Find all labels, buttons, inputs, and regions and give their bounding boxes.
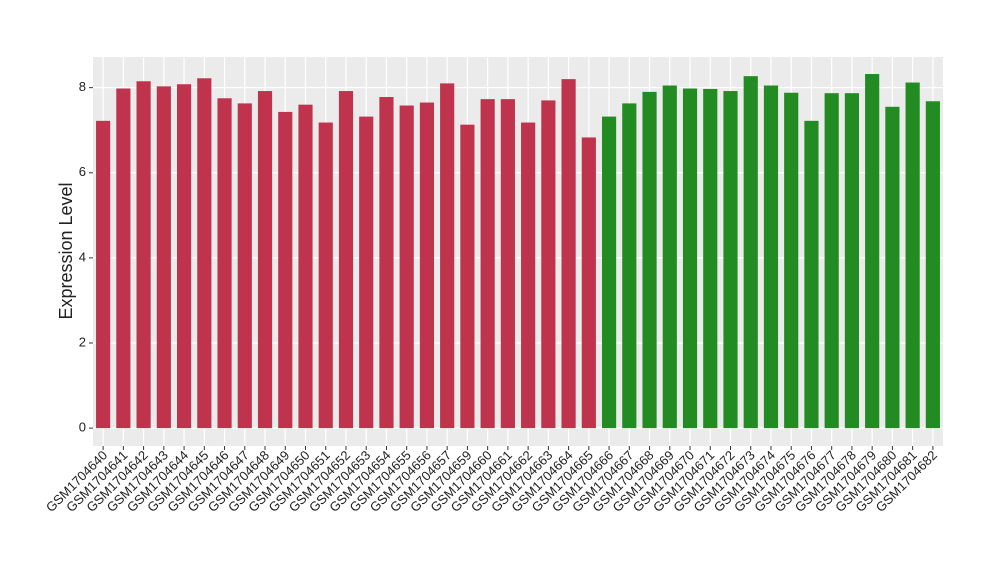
bar bbox=[743, 76, 758, 429]
bar bbox=[622, 103, 637, 429]
bar bbox=[905, 82, 920, 429]
bar bbox=[237, 103, 252, 429]
bar bbox=[763, 85, 779, 429]
bar bbox=[662, 85, 677, 429]
bar bbox=[318, 122, 333, 429]
bar bbox=[521, 122, 536, 429]
bar bbox=[581, 137, 596, 429]
bar bbox=[541, 100, 556, 429]
bar bbox=[682, 88, 698, 429]
y-axis-title: Expression Level bbox=[56, 182, 76, 319]
bar bbox=[419, 102, 435, 429]
y-tick-label: 2 bbox=[79, 334, 86, 349]
y-tick-label: 6 bbox=[79, 164, 86, 179]
bar bbox=[500, 99, 515, 429]
bar bbox=[278, 111, 293, 429]
bar bbox=[440, 83, 455, 429]
bar bbox=[338, 91, 354, 429]
bar bbox=[642, 91, 657, 429]
bar bbox=[601, 116, 617, 429]
bar bbox=[804, 120, 819, 429]
bar bbox=[257, 91, 273, 429]
bar bbox=[885, 106, 900, 429]
y-tick-label: 0 bbox=[79, 420, 86, 435]
bar bbox=[925, 101, 940, 429]
bar bbox=[703, 88, 718, 429]
bar bbox=[723, 91, 738, 429]
bar bbox=[156, 86, 171, 429]
bar bbox=[480, 99, 495, 429]
bar bbox=[217, 98, 232, 429]
bar bbox=[865, 74, 880, 429]
y-tick-label: 4 bbox=[79, 249, 86, 264]
y-tick-label: 8 bbox=[79, 79, 86, 94]
bar bbox=[460, 124, 475, 429]
bar bbox=[197, 78, 212, 429]
bar bbox=[96, 120, 111, 429]
bar bbox=[824, 93, 839, 429]
bar bbox=[561, 79, 576, 429]
bar bbox=[379, 97, 394, 429]
bar bbox=[136, 81, 151, 429]
bar bbox=[116, 88, 131, 429]
bar bbox=[399, 105, 414, 429]
bar bbox=[359, 116, 374, 429]
bar bbox=[298, 104, 313, 429]
bar bbox=[784, 92, 799, 429]
bar bbox=[844, 93, 860, 429]
plot-background bbox=[93, 57, 943, 446]
bar bbox=[176, 84, 192, 429]
